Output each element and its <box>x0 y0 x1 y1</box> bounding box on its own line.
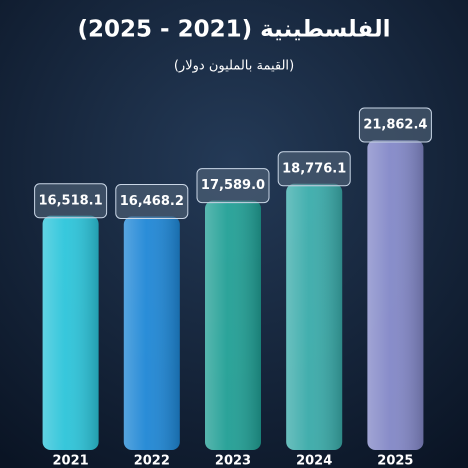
value-label-box <box>277 151 351 187</box>
value-label: 21,862.4 <box>363 118 427 133</box>
value-label: 16,518.1 <box>39 193 103 208</box>
chart-title: الفلسطينية (2021 - 2025) <box>77 17 390 43</box>
x-tick-label: 2022 <box>134 454 170 468</box>
bar-shine <box>367 140 424 450</box>
value-label: 16,468.2 <box>120 194 184 209</box>
bar-shine <box>205 200 261 450</box>
value-label: 18,776.1 <box>282 161 346 176</box>
bar-shine <box>42 215 99 450</box>
bar-shine <box>123 216 180 450</box>
value-label-box <box>358 107 432 143</box>
value-label: 17,589.0 <box>201 178 265 193</box>
x-tick-label: 2024 <box>296 454 332 468</box>
chart-subtitle: (القيمة بالمليون دولار) <box>174 59 294 74</box>
bar-shine <box>286 183 343 450</box>
x-tick-label: 2023 <box>215 454 251 468</box>
value-label-box <box>196 168 270 204</box>
value-label-box <box>115 183 189 219</box>
x-tick-label: 2025 <box>377 454 413 468</box>
value-label-box <box>34 183 108 219</box>
x-tick-label: 2021 <box>53 454 89 468</box>
